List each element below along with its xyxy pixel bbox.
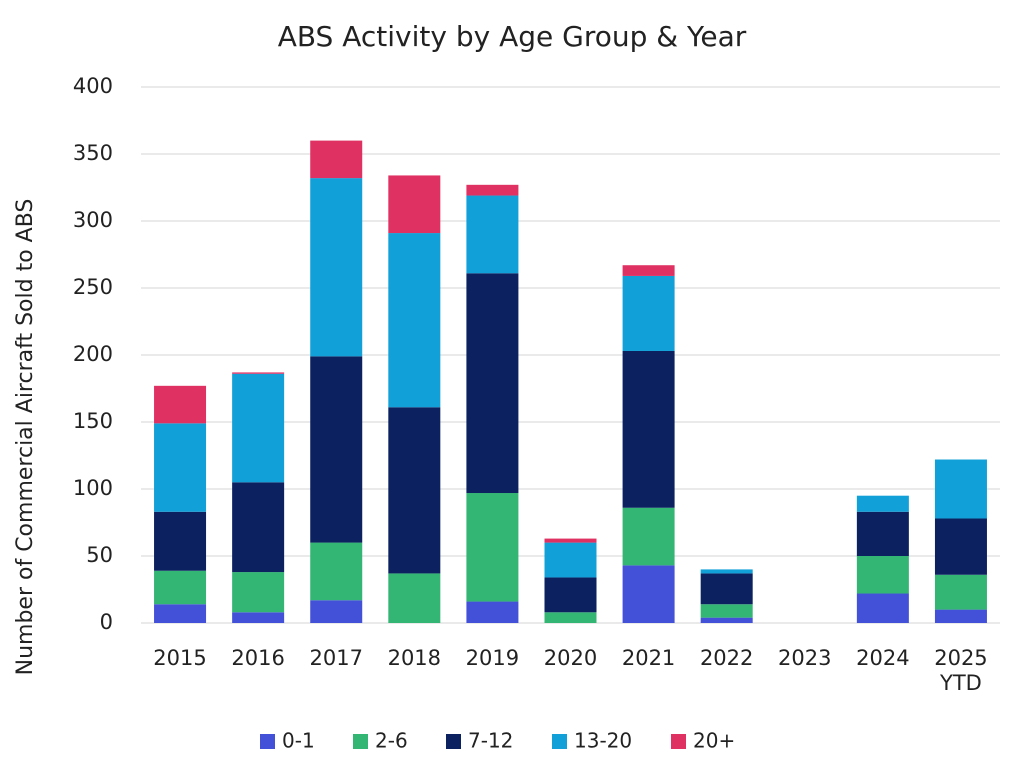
bar-segment — [310, 178, 363, 357]
bar-segment — [154, 570, 207, 605]
bar-segment — [856, 511, 909, 556]
bar-segment — [388, 573, 441, 623]
x-tick-label: 2018 — [387, 646, 442, 670]
bar-segment — [232, 482, 285, 573]
x-tick-label: 2023 — [778, 646, 832, 670]
bar-segment — [622, 350, 675, 508]
bar-segment — [934, 518, 987, 575]
x-tick-label: 2019 — [465, 646, 520, 670]
bar-segment — [232, 372, 285, 374]
bar-segment — [310, 542, 363, 601]
bar-segment — [700, 573, 753, 605]
bar-segment — [154, 385, 207, 424]
bar-segment — [232, 373, 285, 483]
bar-segment — [232, 572, 285, 613]
bar-segment — [544, 538, 597, 543]
bar-segment — [310, 140, 363, 179]
bar-segment — [934, 609, 987, 623]
x-tick-label: 2016 — [231, 646, 285, 670]
bar-segment — [388, 407, 441, 574]
bar-segment — [856, 593, 909, 623]
legend-label: 2-6 — [375, 729, 408, 753]
y-tick-label: 300 — [73, 208, 113, 232]
x-tick-label: 2017 — [309, 646, 363, 670]
y-tick-label: 250 — [73, 275, 113, 299]
legend-label: 0-1 — [282, 729, 315, 753]
chart-title: ABS Activity by Age Group & Year — [278, 20, 747, 53]
x-tick-label: 2024 — [856, 646, 910, 670]
bar-segment — [856, 495, 909, 512]
legend-swatch — [552, 734, 567, 749]
x-tick-label: 2022 — [699, 646, 754, 670]
bar-segment — [466, 195, 519, 274]
bar-segment — [466, 493, 519, 602]
x-tick-label: 2025 YTD — [934, 646, 988, 695]
legend-swatch — [671, 734, 686, 749]
x-tick-label: 2021 — [621, 646, 676, 670]
bar-segment — [544, 577, 597, 613]
y-tick-label: 100 — [73, 476, 113, 500]
bar-segment — [466, 601, 519, 623]
bar-segment — [700, 617, 753, 623]
y-tick-label: 50 — [86, 543, 113, 567]
bar-segment — [934, 574, 987, 610]
bar-segment — [466, 273, 519, 494]
bar-segment — [154, 604, 207, 623]
y-tick-label: 350 — [73, 141, 113, 165]
bar-segment — [154, 511, 207, 571]
y-tick-label: 400 — [73, 74, 113, 98]
legend-swatch — [353, 734, 368, 749]
legend-swatch — [446, 734, 461, 749]
bar-segment — [622, 507, 675, 566]
y-tick-label: 0 — [100, 610, 113, 634]
bar-segment — [622, 275, 675, 351]
legend-label: 13-20 — [574, 729, 632, 753]
bar-segment — [856, 556, 909, 594]
bar-segment — [544, 542, 597, 578]
bar-segment — [310, 356, 363, 543]
bar-segment — [622, 565, 675, 623]
bar-segment — [310, 600, 363, 623]
bar-segment — [700, 604, 753, 618]
bar-segment — [544, 612, 597, 623]
legend-label: 20+ — [693, 729, 735, 753]
y-tick-label: 200 — [73, 342, 113, 366]
x-tick-label: 2020 — [543, 646, 598, 670]
bar-segment — [388, 233, 441, 408]
x-tick-label: 2015 — [153, 646, 207, 670]
bar-segment — [466, 184, 519, 196]
bar-segment — [154, 423, 207, 512]
bar-segment — [232, 612, 285, 623]
legend-swatch — [260, 734, 275, 749]
bar-segment — [622, 265, 675, 276]
bar-segment — [388, 175, 441, 234]
y-tick-label: 150 — [73, 409, 113, 433]
bar-segment — [934, 459, 987, 519]
y-axis-title: Number of Commercial Aircraft Sold to AB… — [13, 199, 38, 676]
legend-label: 7-12 — [468, 729, 513, 753]
bar-segment — [700, 569, 753, 574]
